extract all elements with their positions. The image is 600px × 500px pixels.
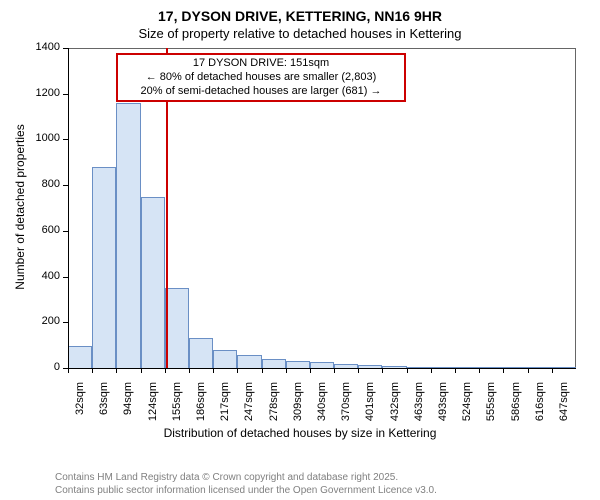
y-tick-mark (63, 277, 68, 278)
x-tick-mark (431, 368, 432, 373)
x-tick-mark (286, 368, 287, 373)
x-tick-label: 217sqm (219, 382, 231, 432)
y-tick-label: 200 (42, 315, 60, 327)
y-tick-mark (63, 48, 68, 49)
chart-title: 17, DYSON DRIVE, KETTERING, NN16 9HR (0, 8, 600, 24)
x-tick-mark (310, 368, 311, 373)
x-tick-label: 647sqm (558, 382, 570, 432)
y-tick-mark (63, 185, 68, 186)
y-tick-label: 600 (42, 224, 60, 236)
annotation-line-1: 17 DYSON DRIVE: 151sqm (124, 57, 398, 71)
histogram-bar (68, 346, 92, 368)
histogram-bar (286, 361, 310, 368)
x-tick-label: 432sqm (389, 382, 401, 432)
x-tick-mark (407, 368, 408, 373)
x-tick-mark (237, 368, 238, 373)
x-tick-mark (358, 368, 359, 373)
y-tick-label: 1400 (36, 41, 60, 53)
x-tick-label: 401sqm (364, 382, 376, 432)
x-tick-label: 616sqm (534, 382, 546, 432)
x-tick-mark (382, 368, 383, 373)
x-tick-label: 186sqm (195, 382, 207, 432)
y-tick-mark (63, 231, 68, 232)
histogram-bar (213, 350, 237, 368)
x-tick-mark (503, 368, 504, 373)
x-tick-label: 94sqm (122, 382, 134, 432)
x-tick-label: 524sqm (461, 382, 473, 432)
x-tick-mark (189, 368, 190, 373)
chart-subtitle: Size of property relative to detached ho… (0, 26, 600, 41)
y-tick-label: 400 (42, 270, 60, 282)
annotation-line-2: ← 80% of detached houses are smaller (2,… (124, 71, 398, 85)
histogram-bar (189, 338, 213, 368)
x-tick-mark (213, 368, 214, 373)
x-tick-mark (479, 368, 480, 373)
y-axis-title: Number of detached properties (13, 57, 27, 357)
footer-line-1: Contains HM Land Registry data © Crown c… (55, 472, 398, 483)
x-tick-label: 309sqm (292, 382, 304, 432)
x-tick-mark (92, 368, 93, 373)
y-tick-mark (63, 94, 68, 95)
x-tick-label: 493sqm (437, 382, 449, 432)
y-tick-label: 800 (42, 178, 60, 190)
x-tick-mark (334, 368, 335, 373)
annotation-box: 17 DYSON DRIVE: 151sqm ← 80% of detached… (116, 53, 406, 102)
x-tick-label: 155sqm (171, 382, 183, 432)
y-tick-mark (63, 322, 68, 323)
histogram-bar (116, 103, 140, 368)
histogram-bar (141, 197, 165, 368)
x-tick-mark (141, 368, 142, 373)
x-tick-mark (552, 368, 553, 373)
x-tick-label: 63sqm (98, 382, 110, 432)
x-tick-mark (455, 368, 456, 373)
x-tick-label: 278sqm (268, 382, 280, 432)
x-tick-mark (528, 368, 529, 373)
x-tick-label: 340sqm (316, 382, 328, 432)
x-tick-mark (116, 368, 117, 373)
x-tick-mark (165, 368, 166, 373)
x-tick-label: 555sqm (485, 382, 497, 432)
histogram-bar (262, 359, 286, 368)
x-tick-label: 586sqm (510, 382, 522, 432)
y-tick-mark (63, 139, 68, 140)
x-tick-label: 32sqm (74, 382, 86, 432)
x-tick-label: 124sqm (147, 382, 159, 432)
y-tick-label: 1000 (36, 132, 60, 144)
x-tick-label: 370sqm (340, 382, 352, 432)
x-tick-mark (68, 368, 69, 373)
histogram-bar (165, 288, 189, 368)
x-axis-line (68, 368, 576, 369)
y-tick-label: 0 (54, 361, 60, 373)
footer-line-2: Contains public sector information licen… (55, 485, 437, 496)
x-tick-mark (262, 368, 263, 373)
histogram-bar (92, 167, 116, 368)
y-tick-label: 1200 (36, 87, 60, 99)
x-tick-label: 247sqm (243, 382, 255, 432)
y-axis-line (68, 48, 69, 368)
x-tick-label: 463sqm (413, 382, 425, 432)
histogram-bar (237, 355, 261, 368)
annotation-line-3: 20% of semi-detached houses are larger (… (124, 85, 398, 99)
